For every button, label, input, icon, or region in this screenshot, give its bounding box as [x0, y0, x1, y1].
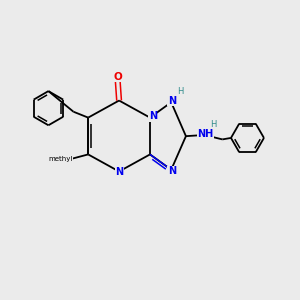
- Text: H: H: [210, 120, 217, 129]
- Text: N: N: [116, 167, 124, 177]
- Text: N: N: [149, 111, 157, 121]
- Text: N: N: [168, 166, 176, 176]
- Text: H: H: [177, 87, 183, 96]
- Text: N: N: [168, 96, 176, 106]
- Text: O: O: [113, 72, 122, 82]
- Text: methyl: methyl: [49, 155, 73, 161]
- Text: NH: NH: [197, 129, 214, 139]
